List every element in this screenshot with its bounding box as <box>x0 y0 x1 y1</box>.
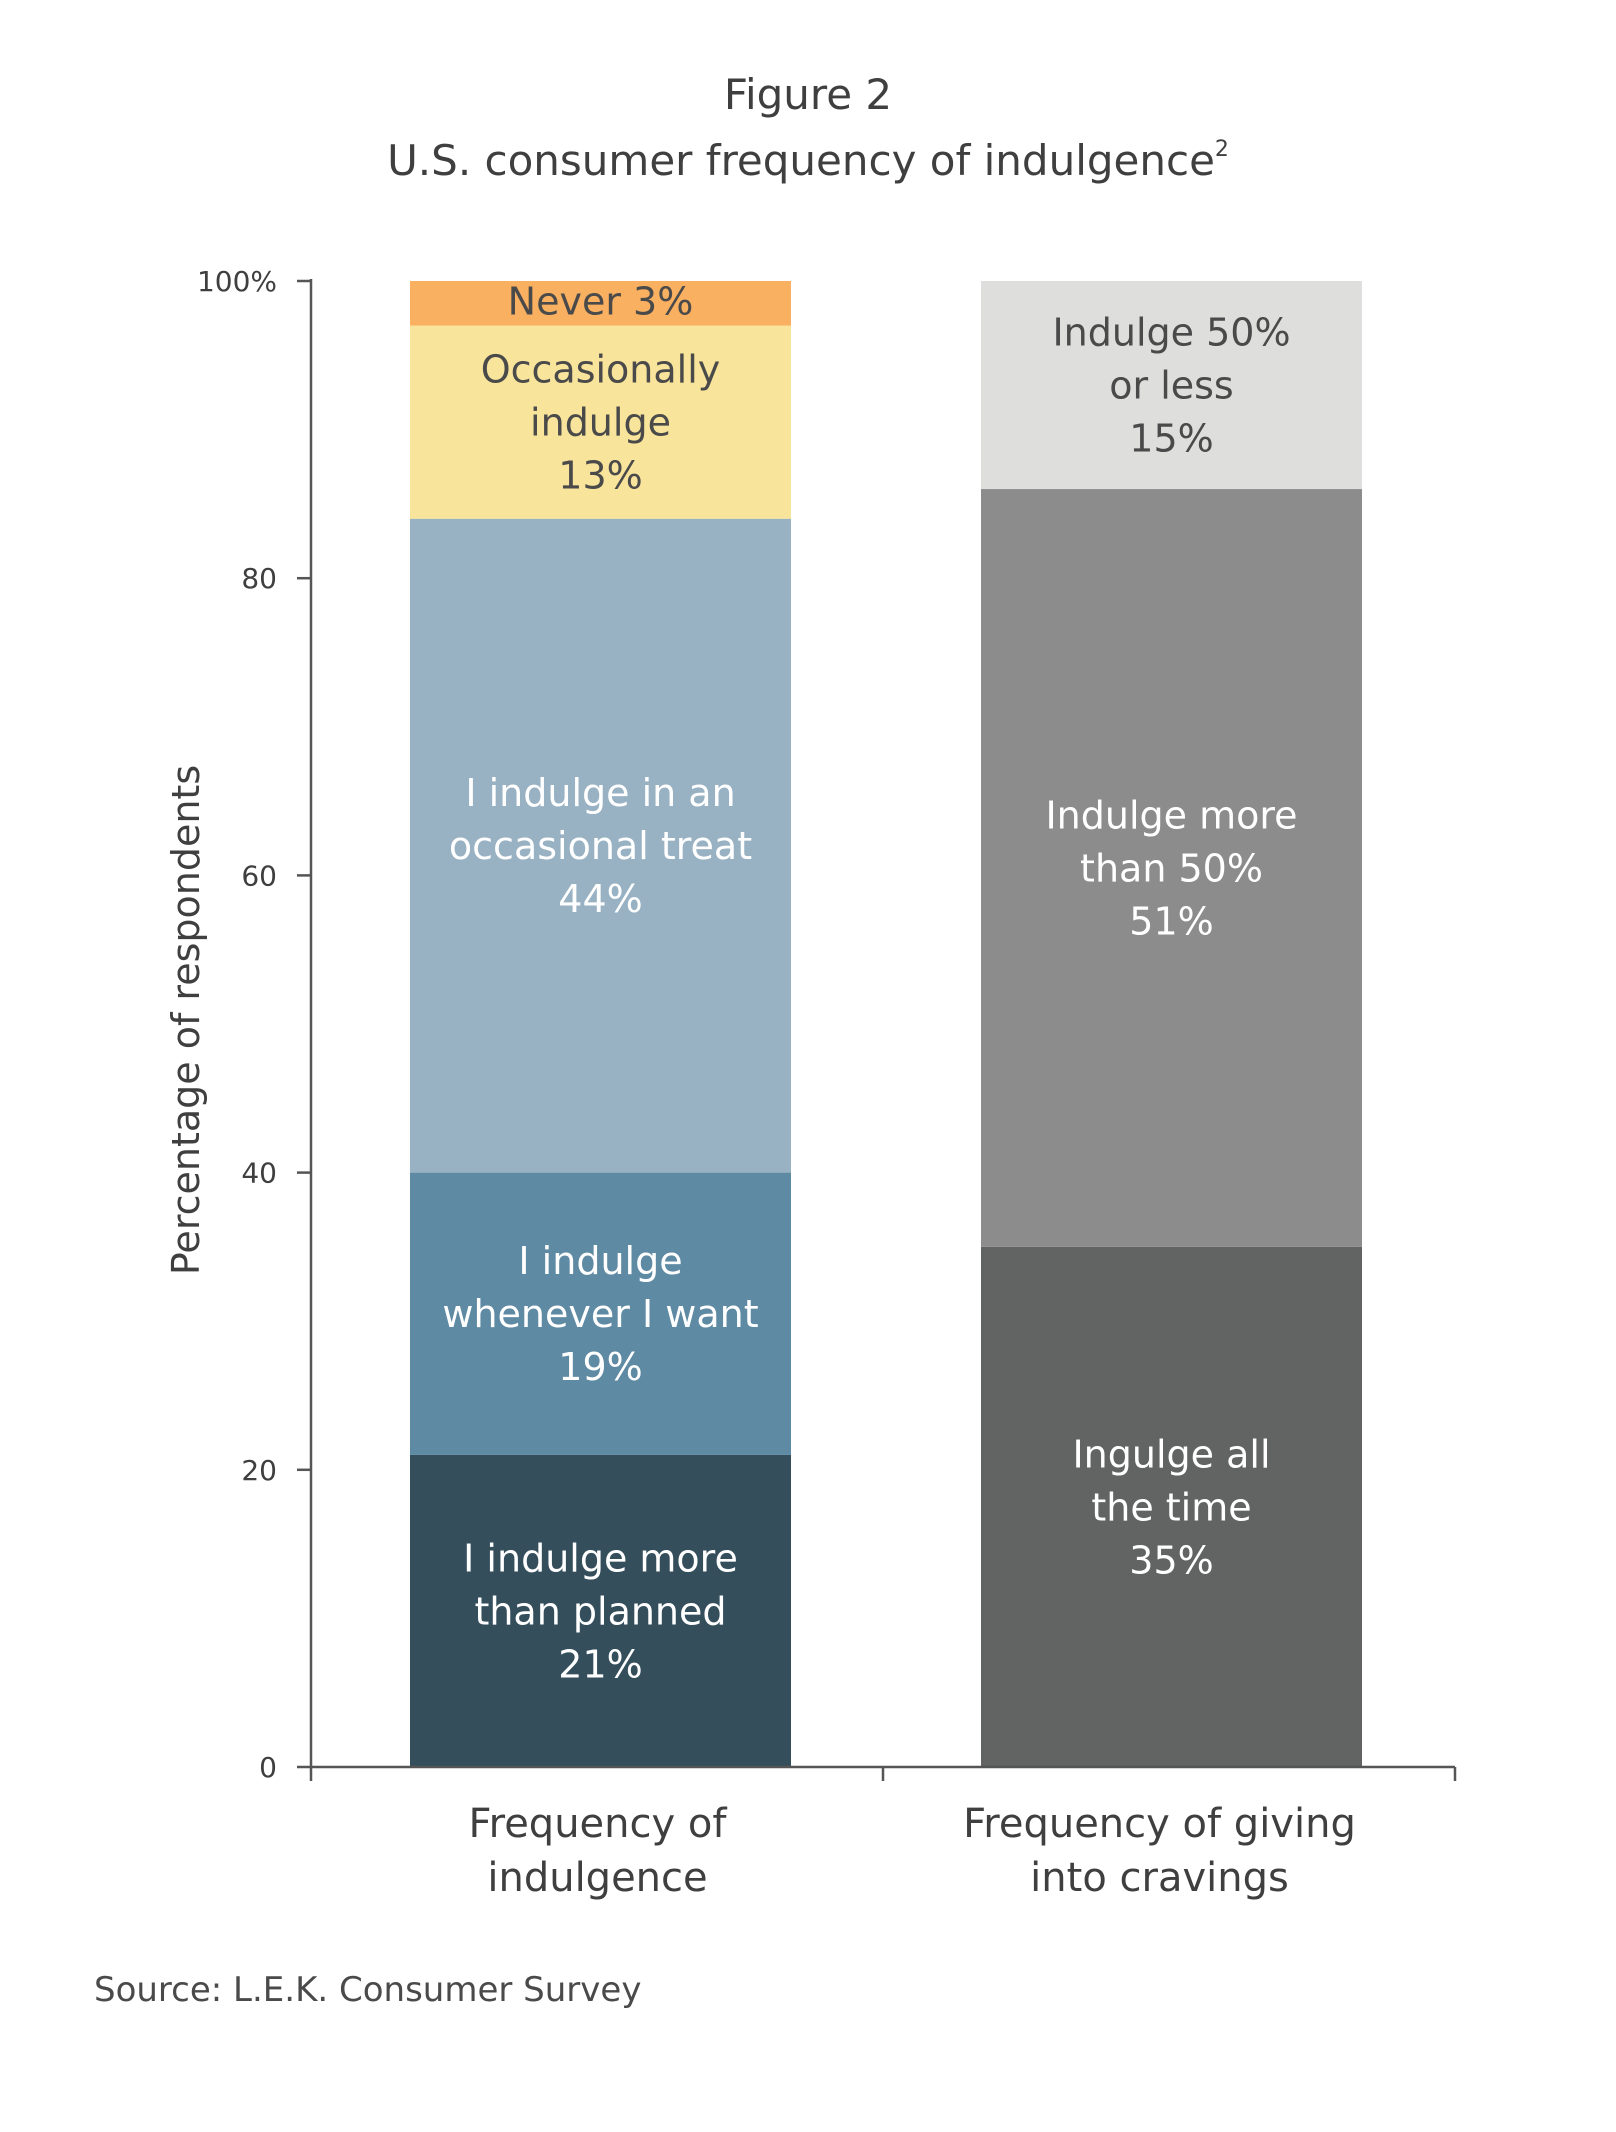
segment-label-1-3: I indulge in an occasional treat 44% <box>449 771 752 921</box>
segment-label-1-4: Occasionally indulge 13% <box>481 347 721 497</box>
y-tick-label-80: 80 <box>241 562 277 595</box>
bar-segment-2-3 <box>981 281 1362 490</box>
segment-label-1-2: I indulge whenever I want 19% <box>442 1239 758 1389</box>
y-axis-label: Percentage of respondents <box>164 765 208 1275</box>
bar-segment-1-4 <box>410 325 791 519</box>
segment-label-2-2: Indulge more than 50% 51% <box>1045 793 1297 943</box>
chart-title: U.S. consumer frequency of indulgence2 <box>0 136 1616 185</box>
x-category-label-1: Frequency of indulgence <box>469 1801 728 1901</box>
bar-segment-2-1 <box>981 1246 1362 1767</box>
segment-label-1-5: Never 3% <box>508 280 694 324</box>
y-tick-label-60: 60 <box>241 859 277 892</box>
source-note: Source: L.E.K. Consumer Survey <box>94 1970 642 2010</box>
y-tick-label-40: 40 <box>241 1157 277 1190</box>
bar-segment-2-2 <box>981 489 1362 1247</box>
y-tick-label-100: 100% <box>197 265 277 298</box>
bar-segment-1-5 <box>410 281 791 326</box>
segment-label-1-1: I indulge more than planned 21% <box>463 1536 738 1686</box>
y-tick-label-0: 0 <box>259 1751 277 1784</box>
bar-segment-1-3 <box>410 518 791 1173</box>
bar-segment-1-2 <box>410 1172 791 1455</box>
chart-title-text: U.S. consumer frequency of indulgence <box>387 136 1215 185</box>
segment-label-2-3: Indulge 50% or less 15% <box>1052 310 1290 460</box>
stacked-bar-chart: I indulge more than planned 21% I indulge wh… <box>164 265 1457 1901</box>
y-tick-label-20: 20 <box>241 1454 277 1487</box>
x-category-label-2: Frequency of giving into cravings <box>963 1801 1356 1901</box>
bar-segment-1-1 <box>410 1454 791 1767</box>
figure-label: Figure 2 <box>723 70 893 119</box>
segment-label-2-1: Ingulge all the time 35% <box>1072 1432 1270 1582</box>
title-footnote-mark: 2 <box>1214 137 1229 162</box>
